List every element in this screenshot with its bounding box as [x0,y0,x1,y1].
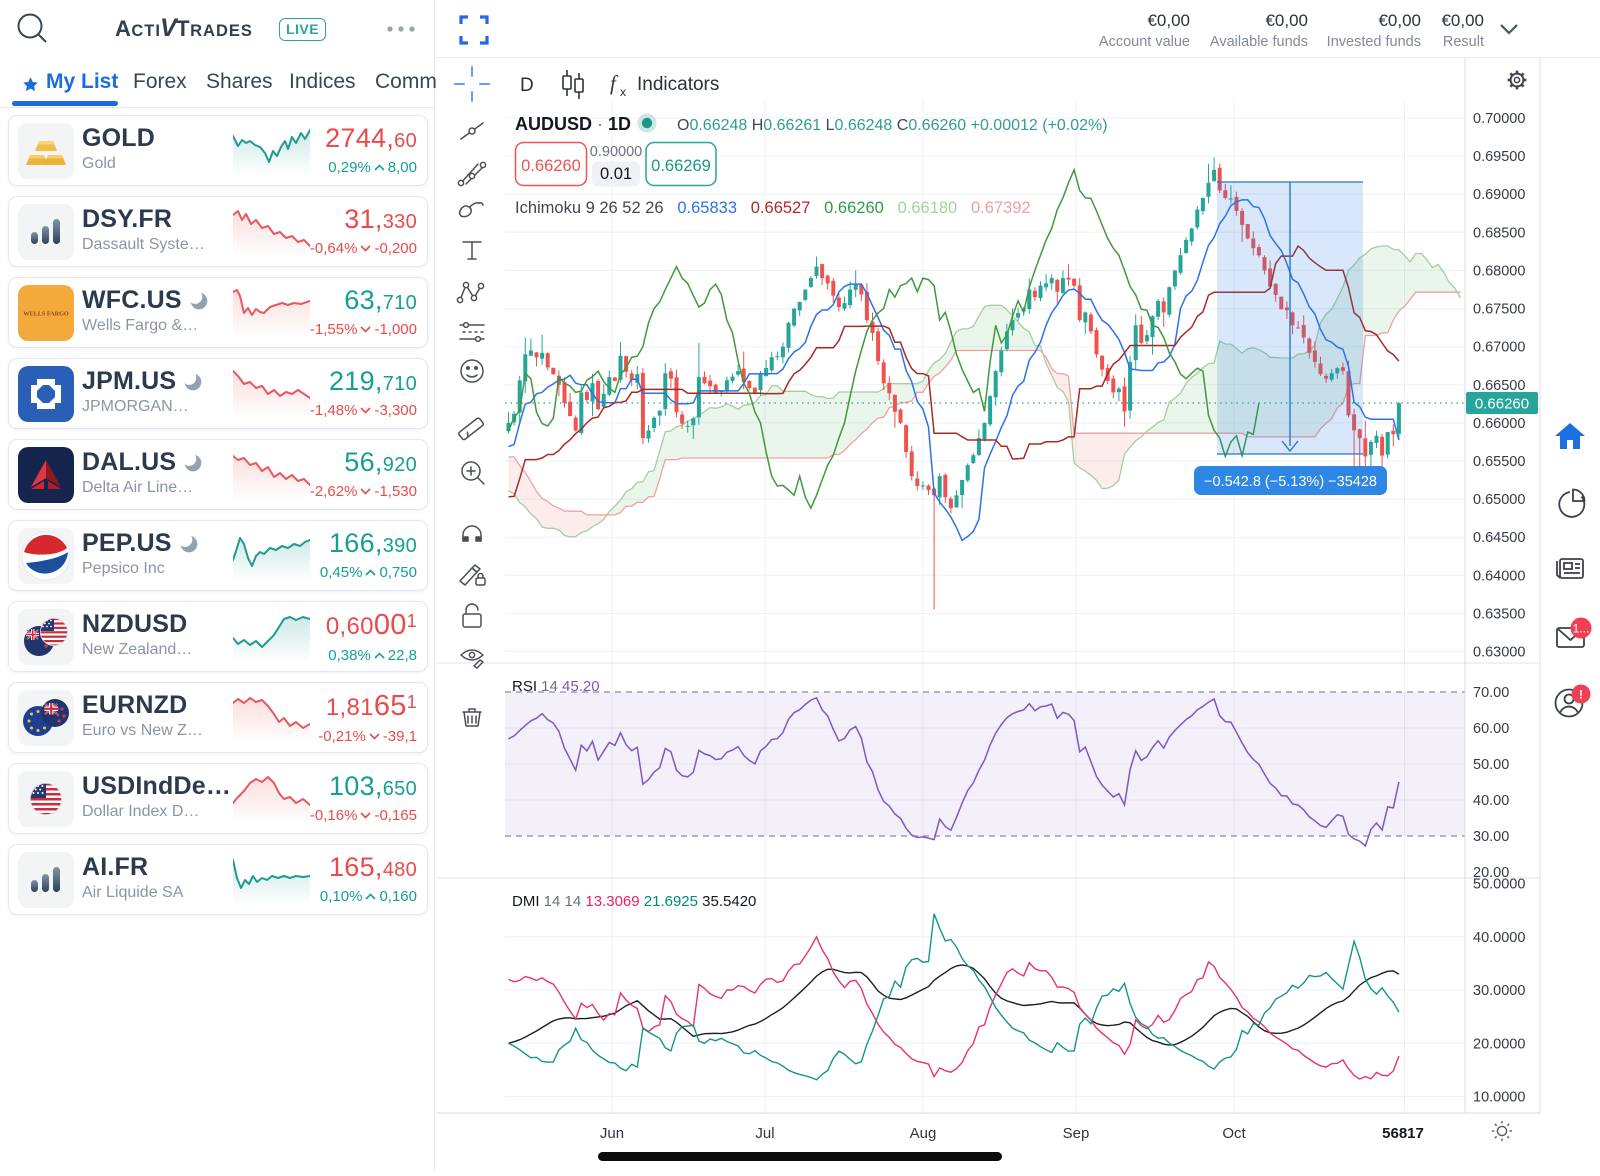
svg-text:x: x [620,85,626,99]
svg-text:50.0000: 50.0000 [1473,877,1525,893]
svg-text:0.66260: 0.66260 [521,157,581,175]
svg-text:!: ! [1579,688,1583,702]
svg-text:0.64000: 0.64000 [1473,568,1525,584]
svg-text:40.00: 40.00 [1473,793,1509,809]
svg-text:0.66260: 0.66260 [1475,396,1529,413]
svg-text:0.67000: 0.67000 [1473,340,1525,356]
svg-text:0.01: 0.01 [600,165,632,183]
svg-text:0.69000: 0.69000 [1473,187,1525,203]
svg-text:Indicators: Indicators [637,74,719,95]
svg-text:0.68500: 0.68500 [1473,225,1525,241]
svg-text:0.67500: 0.67500 [1473,302,1525,318]
svg-text:0.65500: 0.65500 [1473,454,1525,470]
svg-text:10.0000: 10.0000 [1473,1090,1525,1106]
svg-text:0.63500: 0.63500 [1473,606,1525,622]
svg-text:D: D [520,75,534,96]
svg-text:0.90000: 0.90000 [590,144,642,160]
svg-text:56817: 56817 [1382,1125,1424,1142]
svg-text:0.66000: 0.66000 [1473,416,1525,432]
svg-text:0.66269: 0.66269 [651,157,711,175]
svg-text:Aug: Aug [910,1125,937,1142]
svg-text:Ichimoku 9 26 52 26 0.65833: Ichimoku 9 26 52 26 0.65833 0.66527 0.66… [515,199,1031,217]
svg-text:f: f [610,71,619,95]
svg-text:30.00: 30.00 [1473,829,1509,845]
svg-text:0.64500: 0.64500 [1473,530,1525,546]
svg-text:60.00: 60.00 [1473,721,1509,737]
svg-text:20.0000: 20.0000 [1473,1036,1525,1052]
svg-text:Jul: Jul [755,1125,774,1142]
svg-text:AUDUSD · 1D: AUDUSD · 1D [515,114,631,134]
svg-text:Sep: Sep [1063,1125,1090,1142]
svg-text:0.69500: 0.69500 [1473,149,1525,165]
svg-text:30.0000: 30.0000 [1473,983,1525,999]
svg-text:0.65000: 0.65000 [1473,492,1525,508]
svg-text:Oct: Oct [1222,1125,1246,1142]
svg-text:0.68000: 0.68000 [1473,263,1525,279]
svg-text:0.70000: 0.70000 [1473,111,1525,127]
svg-text:WELLS FARGO: WELLS FARGO [23,311,69,318]
svg-text:20.00: 20.00 [1473,865,1509,881]
svg-text:1...: 1... [1573,622,1590,636]
svg-text:40.0000: 40.0000 [1473,930,1525,946]
svg-text:RSI 14 45.20: RSI 14 45.20 [512,678,600,695]
svg-text:0.66500: 0.66500 [1473,378,1525,394]
svg-text:50.00: 50.00 [1473,757,1509,773]
svg-text:70.00: 70.00 [1473,685,1509,701]
svg-text:O0.66248 H0.66261 L0.66248 C0.: O0.66248 H0.66261 L0.66248 C0.66260 +0.0… [677,117,1108,134]
svg-text:Jun: Jun [600,1125,624,1142]
svg-text:DMI 14 14 13.3069 21.6925 3: DMI 14 14 13.3069 21.6925 35.5420 [512,893,756,910]
svg-text:0.63000: 0.63000 [1473,645,1525,661]
svg-text:−0.542.8 (−5.13%) −35428: −0.542.8 (−5.13%) −35428 [1204,474,1377,490]
